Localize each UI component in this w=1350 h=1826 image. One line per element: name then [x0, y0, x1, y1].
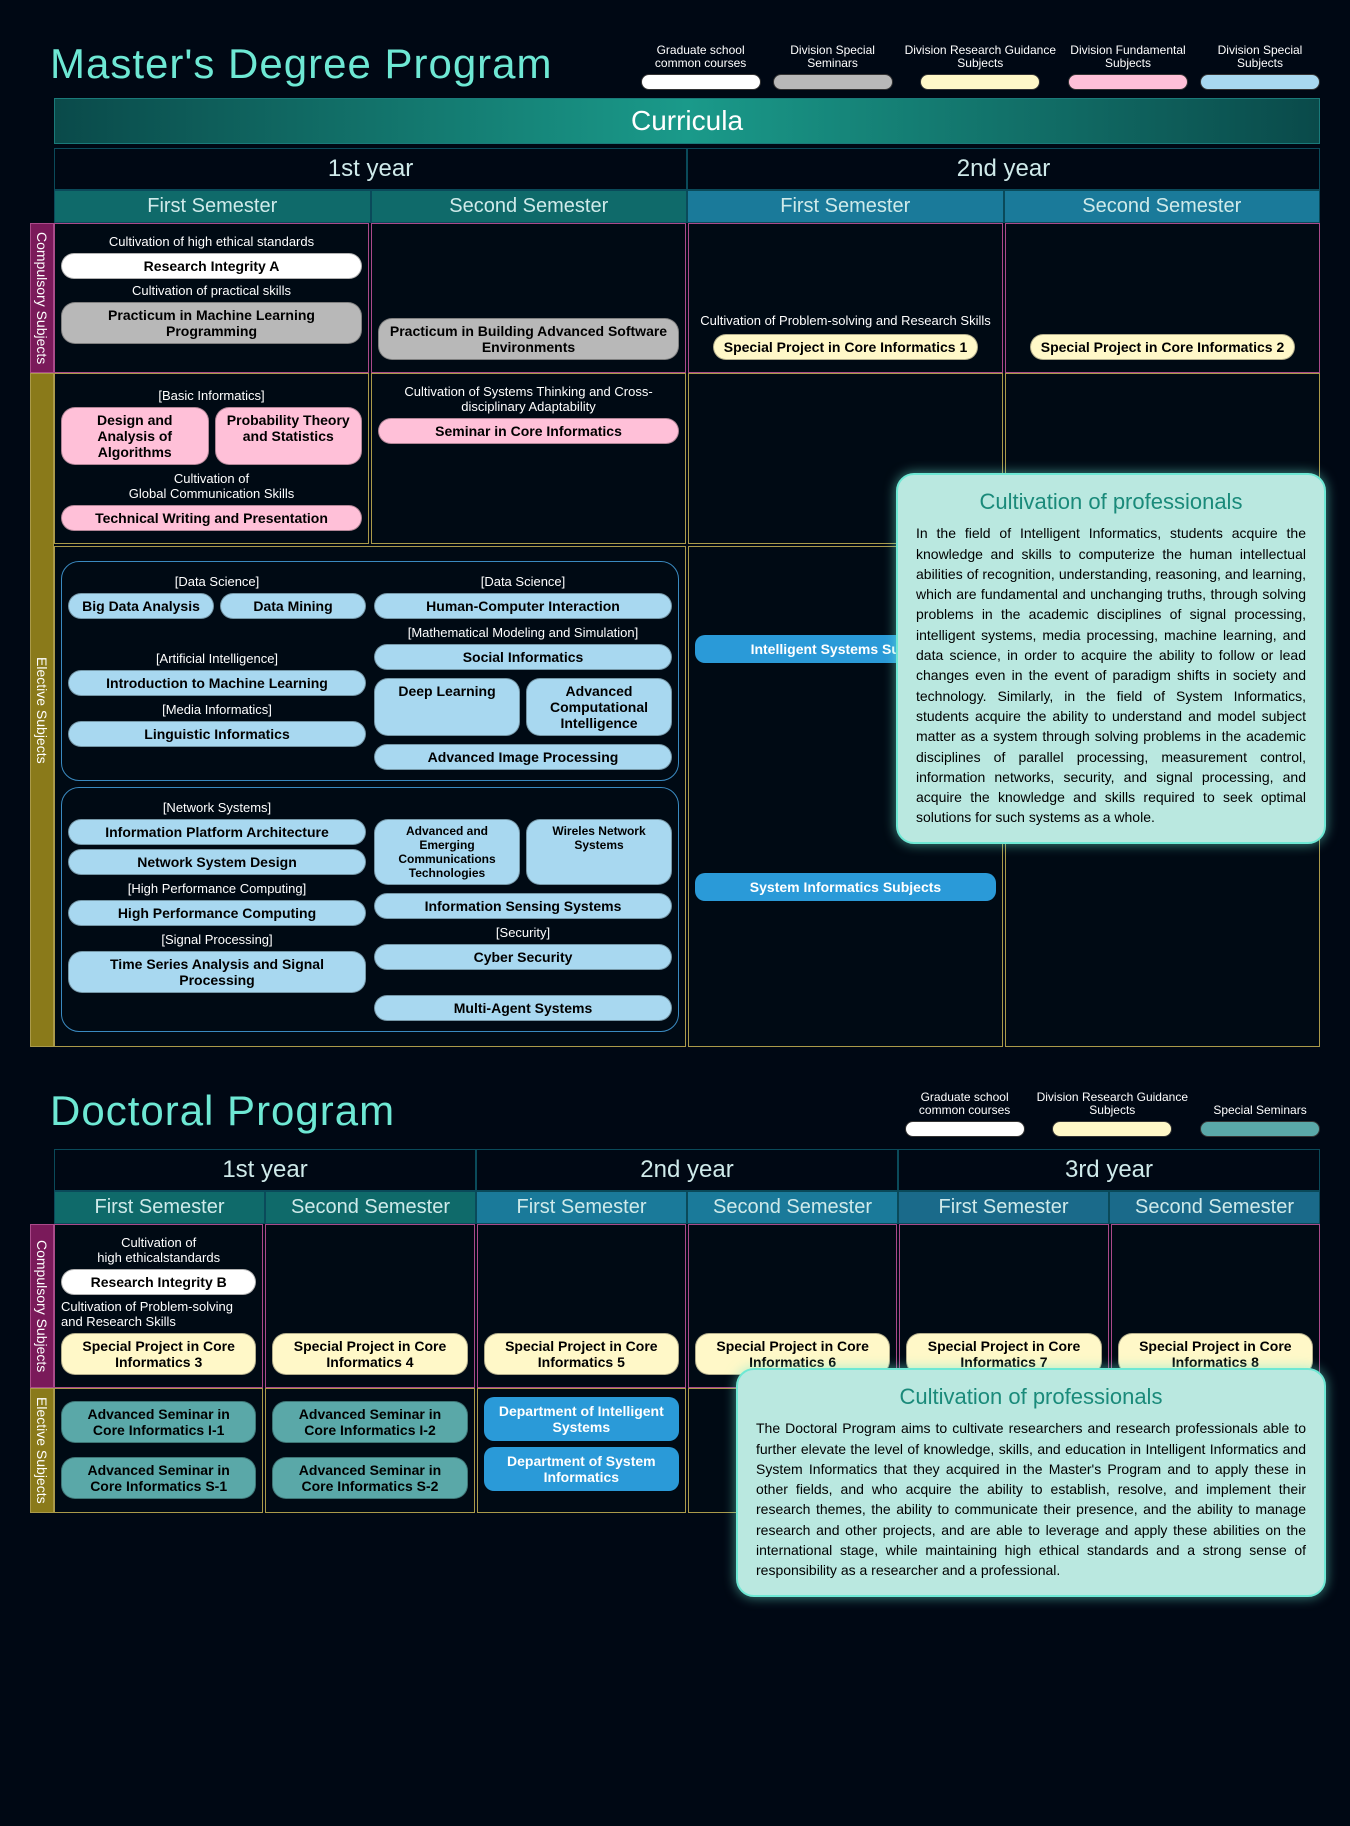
category-label: [Data Science] — [374, 574, 672, 589]
sem-header: Second Semester — [1109, 1191, 1320, 1224]
doctoral-callout: Cultivation of professionals The Doctora… — [736, 1368, 1326, 1596]
category-label: [Artificial Intelligence] — [68, 651, 366, 666]
legend-label: Graduate school common courses — [905, 1089, 1025, 1117]
legend-label: Division Research Guidance Subjects — [905, 42, 1056, 70]
year-header: 1st year — [54, 148, 687, 190]
course-pill: Data Mining — [220, 593, 366, 619]
course-pill: Seminar in Core Informatics — [378, 418, 679, 444]
curricula-banner: Curricula — [54, 98, 1320, 144]
side-compulsory: Compulsory Subjects — [30, 223, 54, 373]
course-pill: High Performance Computing — [68, 900, 366, 926]
course-pill: Deep Learning — [374, 678, 520, 736]
year-header: 2nd year — [476, 1149, 898, 1191]
category-label: [Network Systems] — [68, 800, 366, 815]
cell-desc: Cultivation of Problem-solving and Resea… — [695, 313, 996, 328]
course-pill: Advanced Seminar in Core Informatics S-1 — [61, 1457, 256, 1499]
cell-desc: Cultivation of Systems Thinking and Cros… — [378, 384, 679, 414]
legend-label: Division Special Subjects — [1200, 42, 1320, 70]
course-pill: Information Platform Architecture — [68, 819, 366, 845]
course-pill: Advanced Image Processing — [374, 744, 672, 770]
legend-label: Division Special Seminars — [773, 42, 893, 70]
course-pill: Advanced and Emerging Communications Tec… — [374, 819, 520, 885]
course-pill: Advanced Computational Intelligence — [526, 678, 672, 736]
doctoral-title: Doctoral Program — [50, 1087, 395, 1135]
callout-body: In the field of Intelligent Informatics,… — [916, 523, 1306, 827]
masters-legend: Graduate school common courses Division … — [641, 42, 1320, 90]
cell-desc: Cultivation of high ethical standards — [61, 234, 362, 249]
course-pill: Linguistic Informatics — [68, 721, 366, 747]
category-label: [Security] — [374, 925, 672, 940]
cell-desc: Cultivation of practical skills — [61, 283, 362, 298]
course-pill: Special Project in Core Informatics 4 — [272, 1333, 467, 1375]
year-header: 2nd year — [687, 148, 1320, 190]
course-pill: Advanced Seminar in Core Informatics I-2 — [272, 1401, 467, 1443]
side-elective: Elective Subjects — [30, 373, 54, 1047]
category-label: [Media Informatics] — [68, 702, 366, 717]
doctoral-legend: Graduate school common courses Division … — [905, 1089, 1320, 1137]
category-label: [Signal Processing] — [68, 932, 366, 947]
course-pill: Advanced Seminar in Core Informatics I-1 — [61, 1401, 256, 1443]
sem-header: First Semester — [687, 190, 1004, 223]
dept-tag: Department of Intelligent Systems — [484, 1397, 679, 1441]
course-pill: Time Series Analysis and Signal Processi… — [68, 951, 366, 993]
course-pill: Cyber Security — [374, 944, 672, 970]
sem-header: First Semester — [898, 1191, 1109, 1224]
year-header: 1st year — [54, 1149, 476, 1191]
cell-desc: Cultivation of high ethicalstandards — [61, 1235, 256, 1265]
dept-tag: Department of System Informatics — [484, 1447, 679, 1491]
masters-title: Master's Degree Program — [50, 40, 553, 88]
cell-desc: Cultivation of Global Communication Skil… — [61, 471, 362, 501]
category-label: [High Performance Computing] — [68, 881, 366, 896]
legend-label: Division Fundamental Subjects — [1068, 42, 1188, 70]
course-pill: Human-Computer Interaction — [374, 593, 672, 619]
category-label: [Data Science] — [68, 574, 366, 589]
course-pill: Introduction to Machine Learning — [68, 670, 366, 696]
course-pill: Practicum in Building Advanced Software … — [378, 318, 679, 360]
side-elective: Elective Subjects — [30, 1388, 54, 1513]
side-compulsory: Compulsory Subjects — [30, 1224, 54, 1388]
callout-body: The Doctoral Program aims to cultivate r… — [756, 1418, 1306, 1580]
legend-label: Division Research Guidance Subjects — [1037, 1089, 1188, 1117]
intelligent-group: [Data Science] Big Data Analysis Data Mi… — [61, 561, 679, 781]
category-label: [Basic Informatics] — [61, 388, 362, 403]
course-pill: Research Integrity B — [61, 1269, 256, 1295]
course-pill: Practicum in Machine Learning Programmin… — [61, 302, 362, 344]
cell-desc: Cultivation of Problem-solving and Resea… — [61, 1299, 256, 1329]
course-pill: Special Project in Core Informatics 1 — [713, 334, 979, 360]
legend-label: Graduate school common courses — [641, 42, 761, 70]
course-pill: Technical Writing and Presentation — [61, 505, 362, 531]
course-pill: Big Data Analysis — [68, 593, 214, 619]
sem-header: First Semester — [54, 190, 371, 223]
category-label: [Mathematical Modeling and Simulation] — [374, 625, 672, 640]
course-pill: Probability Theory and Statistics — [215, 407, 363, 465]
system-group: [Network Systems] Information Platform A… — [61, 787, 679, 1032]
course-pill: Social Informatics — [374, 644, 672, 670]
system-tag: System Informatics Subjects — [695, 873, 996, 901]
course-pill: Special Project in Core Informatics 2 — [1030, 334, 1296, 360]
sem-header: Second Semester — [371, 190, 688, 223]
masters-callout: Cultivation of professionals In the fiel… — [896, 473, 1326, 843]
sem-header: Second Semester — [687, 1191, 898, 1224]
course-pill: Advanced Seminar in Core Informatics S-2 — [272, 1457, 467, 1499]
callout-title: Cultivation of professionals — [916, 489, 1306, 515]
course-pill: Information Sensing Systems — [374, 893, 672, 919]
course-pill: Multi-Agent Systems — [374, 995, 672, 1021]
legend-label: Special Seminars — [1200, 1089, 1320, 1117]
sem-header: First Semester — [476, 1191, 687, 1224]
callout-title: Cultivation of professionals — [756, 1384, 1306, 1410]
sem-header: Second Semester — [1004, 190, 1321, 223]
course-pill: Special Project in Core Informatics 3 — [61, 1333, 256, 1375]
course-pill: Wireles Network Systems — [526, 819, 672, 885]
course-pill: Design and Analysis of Algorithms — [61, 407, 209, 465]
sem-header: Second Semester — [265, 1191, 476, 1224]
year-header: 3rd year — [898, 1149, 1320, 1191]
sem-header: First Semester — [54, 1191, 265, 1224]
course-pill: Network System Design — [68, 849, 366, 875]
course-pill: Research Integrity A — [61, 253, 362, 279]
course-pill: Special Project in Core Informatics 5 — [484, 1333, 679, 1375]
